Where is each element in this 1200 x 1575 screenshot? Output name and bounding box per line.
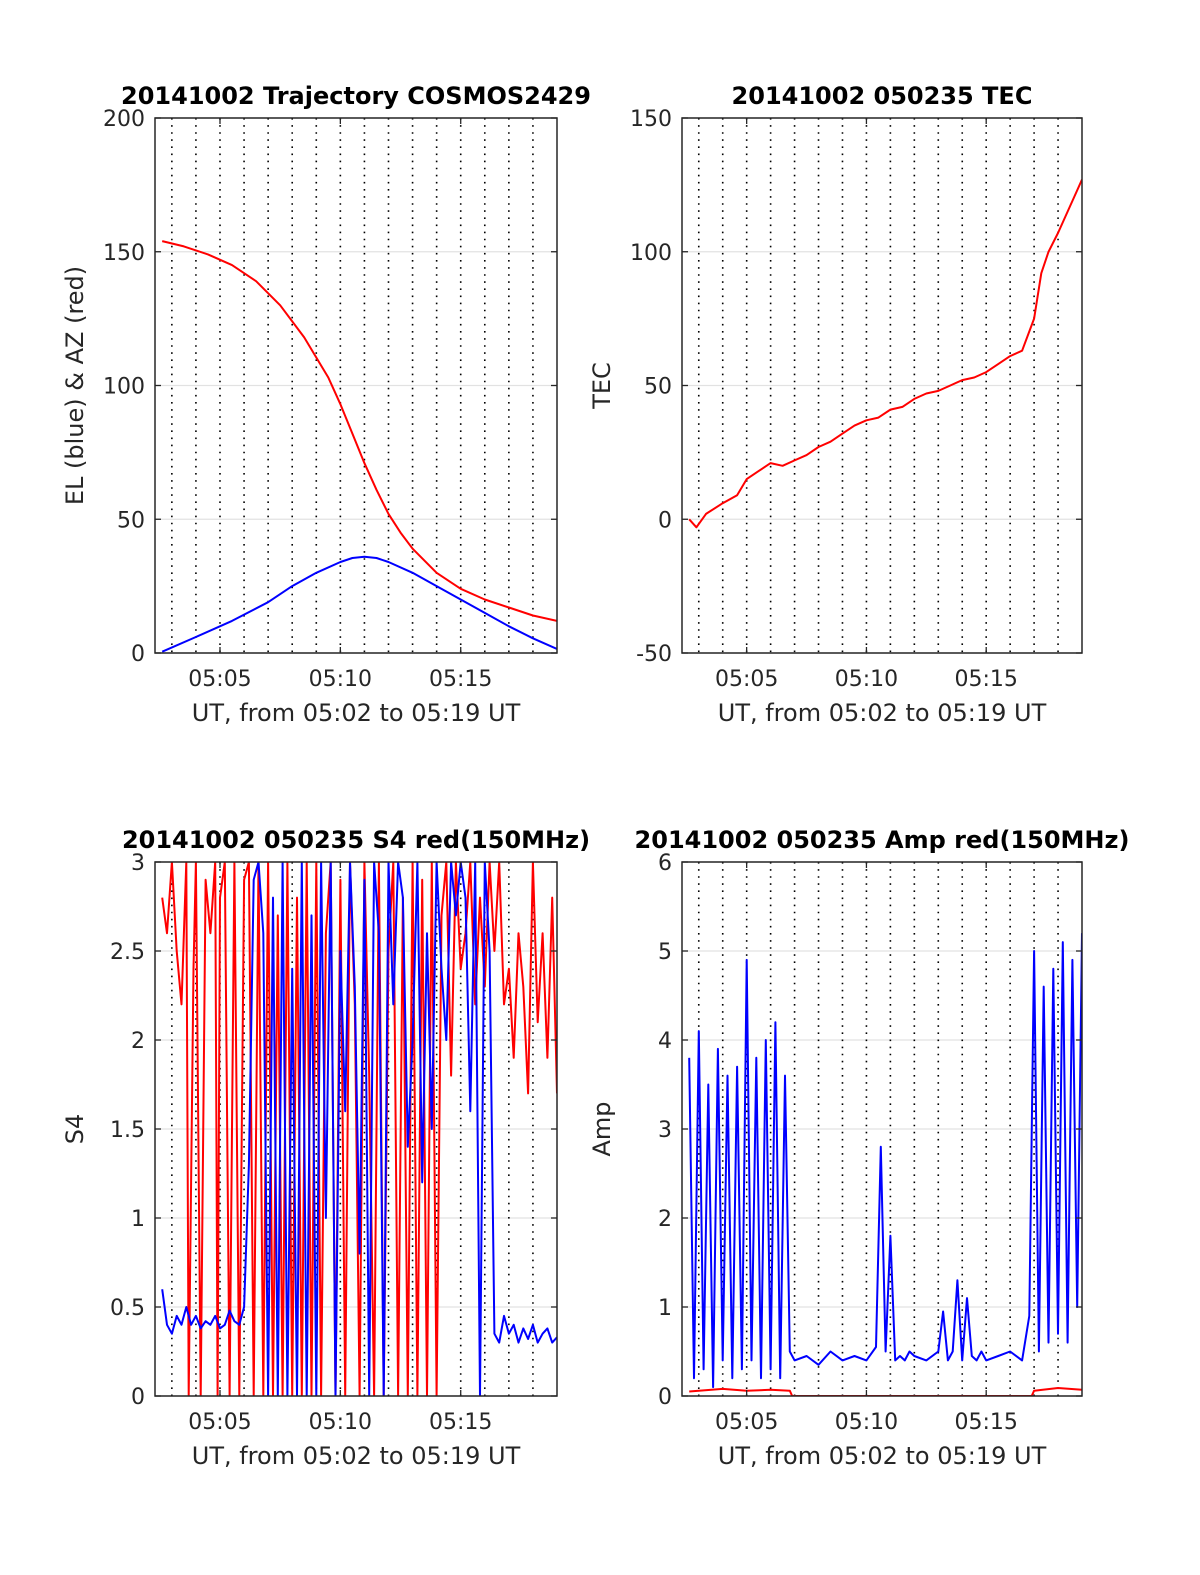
series-line-0 xyxy=(688,179,1082,529)
series-group xyxy=(161,862,557,1396)
x-tick-label: 05:15 xyxy=(954,1410,1017,1435)
series-line-0 xyxy=(161,240,557,622)
x-axis-label: UT, from 05:02 to 05:19 UT xyxy=(718,1442,1047,1470)
x-tick-label: 05:10 xyxy=(835,667,898,692)
series-group xyxy=(688,179,1082,529)
y-tick-label: 6 xyxy=(658,851,672,876)
panel-title: 20141002 050235 Amp red(150MHz) xyxy=(635,826,1130,854)
x-axis-label: UT, from 05:02 to 05:19 UT xyxy=(718,699,1047,727)
y-tick-label: 0 xyxy=(658,508,672,533)
y-tick-label: 3 xyxy=(131,851,145,876)
x-tick-label: 05:10 xyxy=(835,1410,898,1435)
x-tick-label: 05:15 xyxy=(429,1410,492,1435)
series-line-1 xyxy=(688,933,1082,1389)
y-tick-label: 0 xyxy=(131,642,145,667)
y-axis-label: EL (blue) & AZ (red) xyxy=(61,266,89,505)
y-tick-label: 1 xyxy=(131,1207,145,1232)
series-group xyxy=(688,933,1082,1396)
y-tick-label: 100 xyxy=(630,241,672,266)
y-axis-label: S4 xyxy=(61,1114,89,1145)
x-tick-label: 05:05 xyxy=(188,667,251,692)
x-axis-label: UT, from 05:02 to 05:19 UT xyxy=(192,1442,521,1470)
panel-title: 20141002 050235 S4 red(150MHz) xyxy=(122,826,590,854)
x-tick-label: 05:05 xyxy=(715,667,778,692)
y-tick-label: 1 xyxy=(658,1296,672,1321)
y-tick-label: 2 xyxy=(131,1029,145,1054)
y-tick-label: 100 xyxy=(103,375,145,400)
y-axis-label: TEC xyxy=(588,362,616,410)
y-tick-label: 2 xyxy=(658,1207,672,1232)
panel-title: 20141002 050235 TEC xyxy=(732,82,1033,110)
y-axis-label: Amp xyxy=(588,1101,616,1156)
x-axis-label: UT, from 05:02 to 05:19 UT xyxy=(192,699,521,727)
y-tick-label: 3 xyxy=(658,1118,672,1143)
tec-panel: UT, from 05:02 to 05:19 UT TEC -50 0 50 100… xyxy=(588,82,1083,727)
y-tick-label: 1.5 xyxy=(110,1118,145,1143)
y-tick-label: 0 xyxy=(131,1385,145,1410)
series-group xyxy=(161,240,557,653)
series-line-1 xyxy=(161,555,557,653)
y-tick-label: 50 xyxy=(117,508,145,533)
x-tick-label: 05:10 xyxy=(309,1410,372,1435)
y-tick-label: 200 xyxy=(103,107,145,132)
y-tick-label: 50 xyxy=(644,375,672,400)
y-tick-label: 4 xyxy=(658,1029,672,1054)
series-line-1 xyxy=(161,862,557,1396)
y-tick-label: 150 xyxy=(630,107,672,132)
x-tick-label: 05:05 xyxy=(715,1410,778,1435)
y-tick-label: 0.5 xyxy=(110,1296,145,1321)
y-tick-label: -50 xyxy=(636,642,672,667)
series-line-0 xyxy=(689,1387,1082,1396)
y-tick-label: 0 xyxy=(658,1385,672,1410)
amp-panel: UT, from 05:02 to 05:19 UT Amp 0 1 2 3 4 5 6 05… xyxy=(588,826,1129,1470)
y-tick-label: 2.5 xyxy=(110,940,145,965)
y-tick-label: 150 xyxy=(103,241,145,266)
trajectory-panel: UT, from 05:02 to 05:19 UT EL (blue) & A… xyxy=(61,82,591,727)
x-tick-label: 05:10 xyxy=(309,667,372,692)
s4-panel: UT, from 05:02 to 05:19 UT S4 0 0.5 1 1.5 2 2… xyxy=(61,826,590,1470)
y-tick-label: 5 xyxy=(658,940,672,965)
panel-title: 20141002 Trajectory COSMOS2429 xyxy=(121,82,591,110)
x-tick-label: 05:15 xyxy=(429,667,492,692)
x-tick-label: 05:15 xyxy=(954,667,1017,692)
x-tick-label: 05:05 xyxy=(188,1410,251,1435)
